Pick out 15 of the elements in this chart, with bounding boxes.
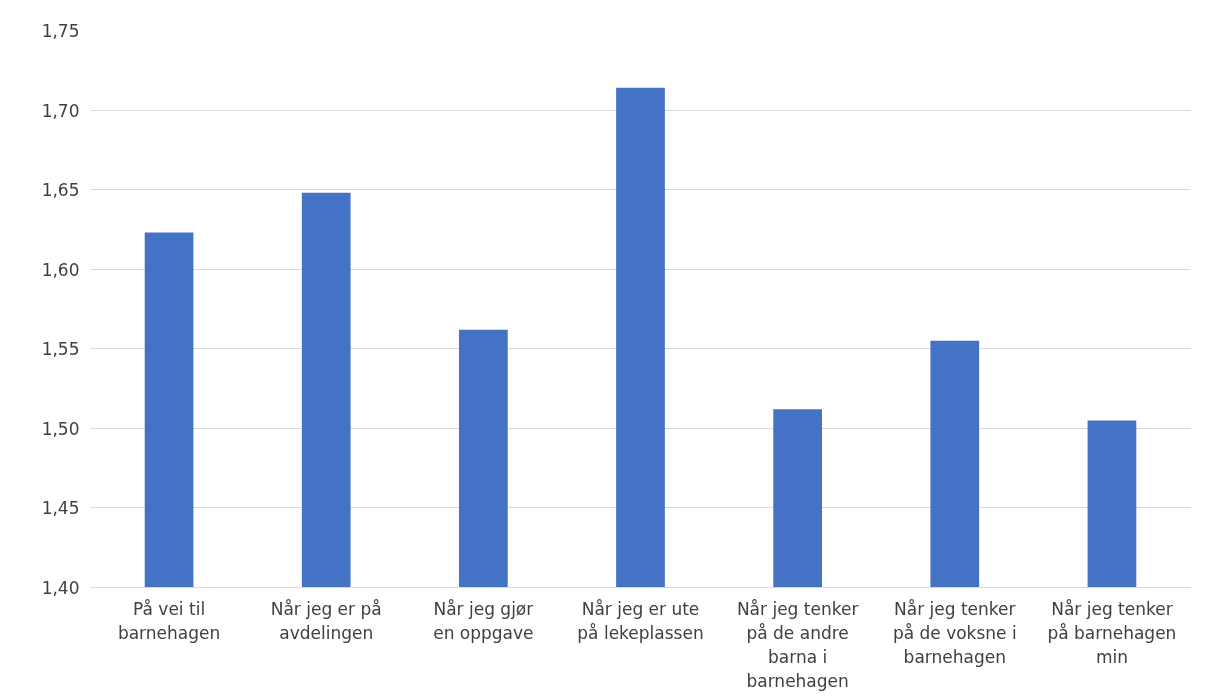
- y-tick-label: 1,45: [41, 498, 80, 519]
- x-tick-label: Når jeg er på avdelingen: [270, 598, 382, 643]
- x-tick-label: Når jeg er ute på lekeplassen: [577, 598, 704, 643]
- x-tick-label: Når jeg gjør en oppgave: [433, 598, 534, 643]
- y-tick-label: 1,75: [41, 21, 80, 41]
- x-tick-label: Når jeg tenker på de voksne i barnehagen: [892, 598, 1017, 667]
- x-tick-label: Når jeg tenker på barnehagen min: [1047, 598, 1177, 667]
- y-tick-label: 1,40: [41, 578, 80, 598]
- y-tick-label: 1,60: [41, 259, 80, 280]
- y-tick-label: 1,55: [41, 339, 80, 360]
- y-tick-label: 1,70: [41, 100, 80, 121]
- y-tick-label: 1,65: [41, 180, 80, 201]
- x-tick-label: På vei til barnehagen: [117, 598, 221, 643]
- y-tick-label: 1,50: [41, 418, 80, 439]
- x-tick-label: Når jeg tenker på de andre barna i barnehagen: [736, 598, 859, 691]
